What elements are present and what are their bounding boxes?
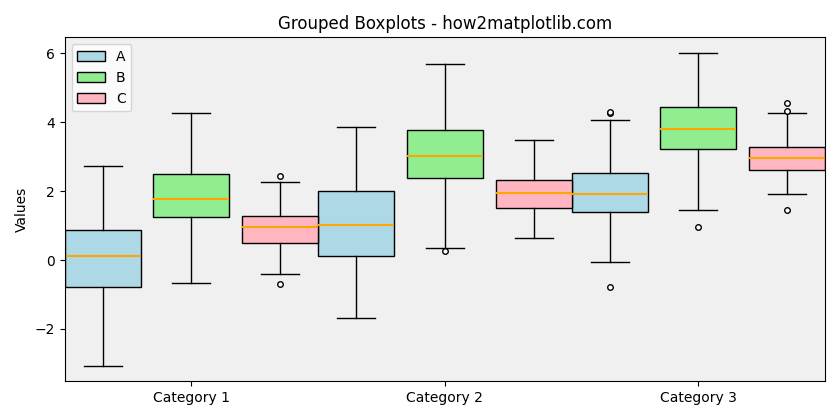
PathPatch shape: [496, 180, 571, 208]
PathPatch shape: [660, 107, 737, 149]
PathPatch shape: [318, 191, 394, 257]
Title: Grouped Boxplots - how2matplotlib.com: Grouped Boxplots - how2matplotlib.com: [278, 15, 612, 33]
Y-axis label: Values: Values: [15, 186, 29, 232]
PathPatch shape: [154, 173, 229, 218]
PathPatch shape: [407, 130, 483, 178]
PathPatch shape: [65, 230, 140, 287]
PathPatch shape: [749, 147, 825, 171]
Legend: A, B, C: A, B, C: [71, 44, 131, 111]
PathPatch shape: [242, 216, 318, 243]
PathPatch shape: [571, 173, 648, 212]
